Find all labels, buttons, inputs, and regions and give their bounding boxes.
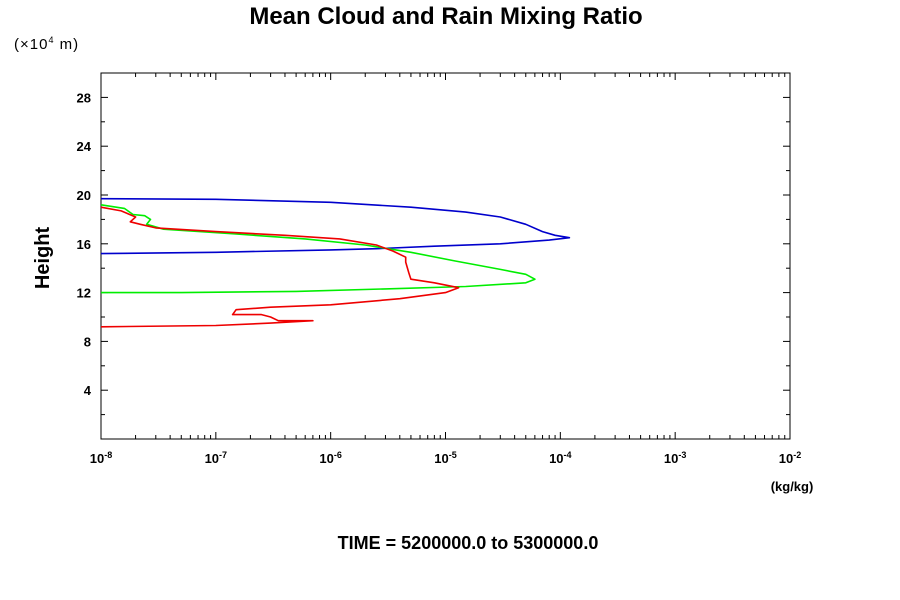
- x-tick-label: 10-4: [549, 450, 571, 466]
- x-axis-units: (kg/kg): [771, 479, 814, 494]
- x-tick-label: 10-5: [434, 450, 456, 466]
- y-tick-label: 12: [77, 286, 91, 301]
- y-tick-label: 28: [77, 90, 91, 105]
- x-tick-label: 10-8: [90, 450, 112, 466]
- y-units-label: (×104 m): [14, 35, 79, 53]
- y-tick-labels: 4 8 12 16 20 24 28: [77, 90, 92, 398]
- y-axis-label: Height: [32, 227, 54, 290]
- chart-title: Mean Cloud and Rain Mixing Ratio: [249, 3, 642, 30]
- time-range-footer: TIME = 5200000.0 to 5300000.0: [338, 533, 599, 553]
- data-series: [100, 197, 571, 328]
- series-line-3: [100, 206, 460, 328]
- axis-ticks: [100, 73, 791, 439]
- y-tick-label: 20: [77, 188, 91, 203]
- y-tick-label: 24: [77, 139, 92, 154]
- y-tick-label: 16: [77, 237, 91, 252]
- x-tick-label: 10-2: [779, 450, 801, 466]
- x-tick-labels: 10-8 10-7 10-6 10-5 10-4 10-3 10-2: [90, 450, 801, 466]
- x-tick-label: 10-3: [664, 450, 686, 466]
- x-tick-label: 10-7: [205, 450, 227, 466]
- y-tick-label: 8: [84, 334, 91, 349]
- series-line-2: [100, 204, 536, 294]
- y-tick-label: 4: [84, 383, 92, 398]
- plot-frame: [100, 72, 791, 440]
- x-tick-label: 10-6: [319, 450, 341, 466]
- series-line-1: [100, 197, 571, 255]
